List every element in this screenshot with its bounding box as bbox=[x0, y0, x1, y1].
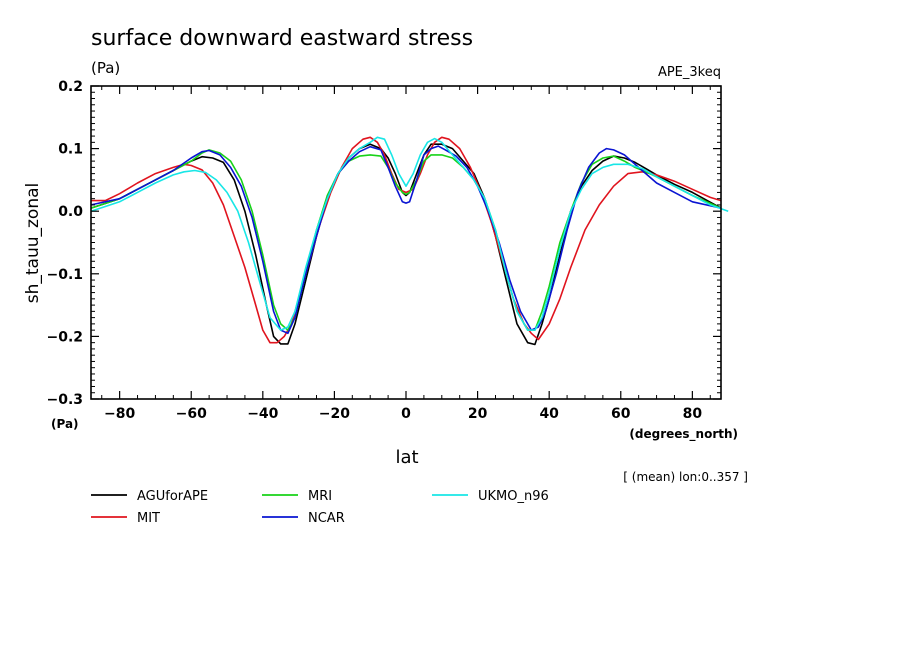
y-tick-label: 0.1 bbox=[58, 142, 83, 158]
chart-title: surface downward eastward stress bbox=[91, 26, 473, 51]
legend-label-mri: MRI bbox=[308, 489, 332, 504]
y-tick-label: 0.0 bbox=[58, 204, 83, 220]
chart-title-unit: (Pa) bbox=[91, 59, 120, 77]
series-line-mit bbox=[91, 136, 722, 344]
experiment-label: APE_3keq bbox=[658, 65, 721, 80]
y-tick-label: −0.2 bbox=[46, 329, 83, 345]
y-axis-unit: (Pa) bbox=[51, 417, 79, 431]
plot-frame bbox=[90, 85, 722, 400]
x-tick-label: −40 bbox=[247, 406, 278, 422]
legend-label-ncar: NCAR bbox=[308, 511, 345, 526]
ticks-layer: −80 −60 −40 −20 0 20 40 60 80 −0.3 −0.2 −0.1 0.0 0.1 0… bbox=[46, 79, 721, 422]
x-axis-unit: (degrees_north) bbox=[629, 427, 738, 442]
y-tick-label: 0.2 bbox=[58, 79, 83, 95]
x-tick-label: 40 bbox=[539, 406, 559, 422]
y-tick-label: −0.3 bbox=[46, 392, 83, 408]
mean-note: [ (mean) lon:0..357 ] bbox=[623, 470, 748, 484]
legend: AGUforAPE MIT MRI NCAR UKMO_n96 bbox=[91, 489, 549, 526]
y-axis-label: sh_tauu_zonal bbox=[23, 183, 43, 304]
x-tick-label: 0 bbox=[401, 406, 411, 422]
x-tick-label: 80 bbox=[683, 406, 703, 422]
x-tick-label: 60 bbox=[611, 406, 631, 422]
legend-label-ukmo-n96: UKMO_n96 bbox=[478, 489, 549, 504]
x-axis-label: lat bbox=[395, 447, 418, 468]
series-line-ukmo-n96 bbox=[90, 136, 729, 331]
x-tick-label: 20 bbox=[468, 406, 488, 422]
x-tick-label: −20 bbox=[319, 406, 350, 422]
series-line-ncar bbox=[90, 145, 722, 335]
legend-label-mit: MIT bbox=[137, 511, 160, 526]
x-tick-label: −80 bbox=[104, 406, 135, 422]
legend-label-aguforape: AGUforAPE bbox=[137, 489, 208, 504]
series-layer bbox=[90, 136, 729, 346]
x-tick-label: −60 bbox=[176, 406, 207, 422]
series-line-mri bbox=[90, 149, 722, 331]
y-tick-label: −0.1 bbox=[46, 267, 83, 283]
